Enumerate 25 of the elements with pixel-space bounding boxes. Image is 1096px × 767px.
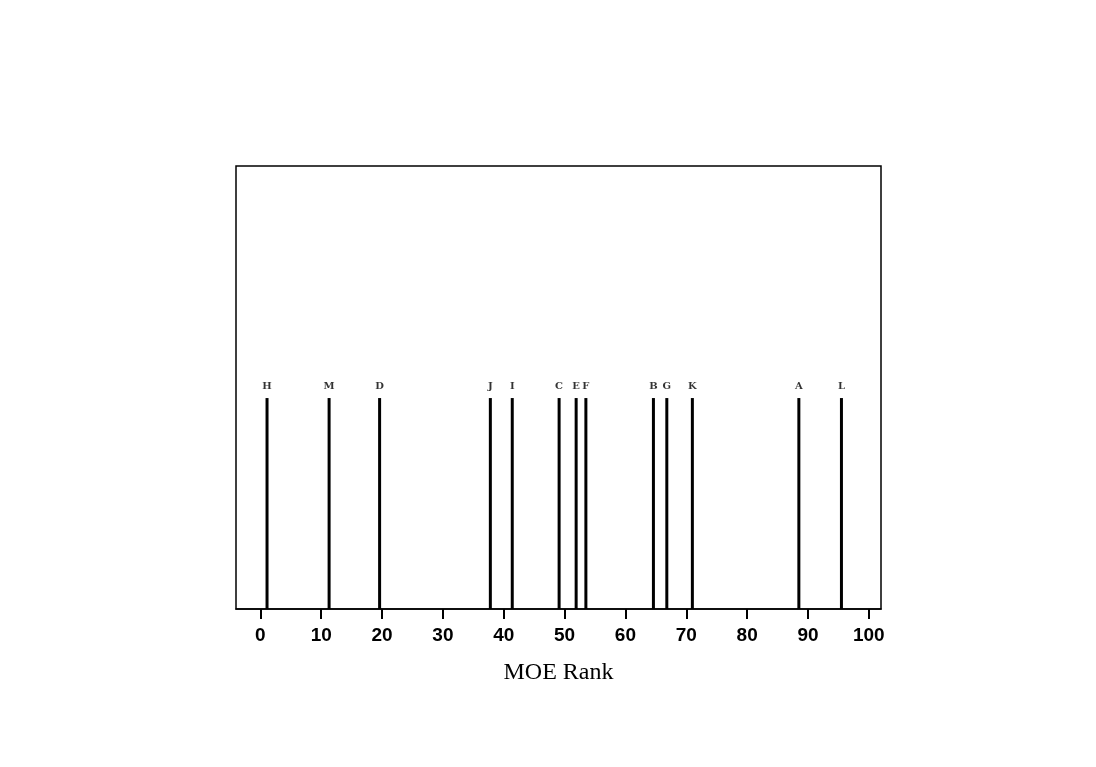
annotation: B <box>649 379 658 391</box>
annotation: D <box>375 379 385 391</box>
annotation: C <box>555 379 564 391</box>
annotation: K <box>688 379 698 391</box>
x-tick-label: 20 <box>371 624 393 645</box>
annotation: L <box>837 379 845 391</box>
x-tick-label: 30 <box>432 624 454 645</box>
x-tick-label: 80 <box>736 624 758 645</box>
x-tick-label: 10 <box>310 624 332 645</box>
annotation: G <box>662 379 672 391</box>
x-tick-label: 100 <box>852 624 885 645</box>
x-tick-label: 50 <box>554 624 576 645</box>
annotation: E <box>572 379 581 391</box>
annotation: J <box>486 379 493 391</box>
x-tick-label: 0 <box>255 624 266 645</box>
annotation: I <box>509 379 515 391</box>
annotation: F <box>582 379 590 391</box>
x-tick-label: 60 <box>614 624 636 645</box>
x-axis-title: MOE Rank <box>503 658 614 684</box>
annotation: A <box>793 379 803 391</box>
x-tick-label: 40 <box>493 624 515 645</box>
annotation: H <box>262 379 272 391</box>
x-tick-label: 70 <box>675 624 697 645</box>
x-tick-label: 90 <box>797 624 819 645</box>
annotation: M <box>323 379 335 391</box>
